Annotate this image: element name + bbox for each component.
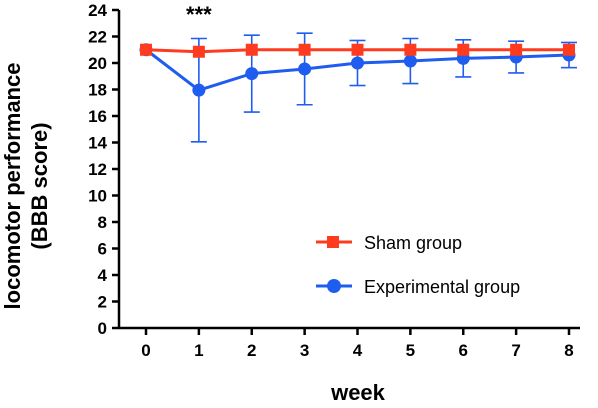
data-point: [245, 67, 259, 81]
y-tick-label: 10: [88, 187, 107, 206]
y-tick-label: 14: [88, 134, 107, 153]
y-tick-label: 22: [88, 28, 107, 47]
annotation-layer: ***: [186, 2, 212, 27]
data-point: [298, 62, 312, 76]
data-point: [457, 43, 470, 56]
x-tick-label: 0: [141, 341, 150, 360]
x-axis: 0 1 2 3 4 5 6 7 8: [119, 326, 580, 360]
data-point: [351, 43, 364, 56]
y-axis-title-line2: (BBB score): [27, 122, 52, 249]
legend-marker-sham: [327, 236, 339, 248]
legend: Sham group Experimental group: [316, 233, 520, 297]
y-tick-label: 0: [98, 319, 107, 338]
legend-item-experimental: Experimental group: [316, 277, 520, 297]
data-point: [404, 43, 417, 56]
y-tick-label: 20: [88, 54, 107, 73]
x-tick-label: 2: [247, 341, 256, 360]
y-tick-label: 16: [88, 107, 107, 126]
data-point: [351, 56, 364, 70]
data-point: [192, 45, 205, 58]
x-tick-label: 3: [300, 341, 309, 360]
data-point: [245, 43, 258, 56]
x-axis-title: week: [330, 380, 386, 405]
data-point: [563, 43, 575, 56]
legend-item-sham: Sham group: [316, 233, 462, 253]
data-point: [140, 43, 152, 56]
legend-marker-experimental: [327, 279, 341, 293]
y-tick-label: 6: [98, 240, 107, 259]
y-tick-label: 12: [88, 160, 107, 179]
y-tick-label: 24: [88, 1, 107, 20]
x-tick-label: 7: [511, 341, 520, 360]
y-tick-label: 4: [98, 266, 108, 285]
y-tick-label: 2: [98, 293, 107, 312]
x-tick-label: 1: [194, 341, 203, 360]
x-tick-label: 8: [564, 341, 573, 360]
x-tick-label: 5: [406, 341, 415, 360]
y-tick-label: 8: [98, 213, 107, 232]
y-tick-label: 18: [88, 81, 107, 100]
series-layer: [139, 32, 577, 143]
y-axis-title-line1: locomotor performance: [0, 63, 25, 310]
legend-label-experimental: Experimental group: [364, 277, 520, 297]
data-point: [403, 54, 417, 68]
data-point: [510, 43, 523, 56]
x-tick-label: 6: [459, 341, 468, 360]
x-tick-label: 4: [353, 341, 363, 360]
data-point: [192, 83, 206, 97]
significance-annotation: ***: [186, 2, 212, 27]
series-sham: [140, 43, 575, 58]
data-point: [298, 43, 311, 56]
legend-label-sham: Sham group: [364, 233, 462, 253]
